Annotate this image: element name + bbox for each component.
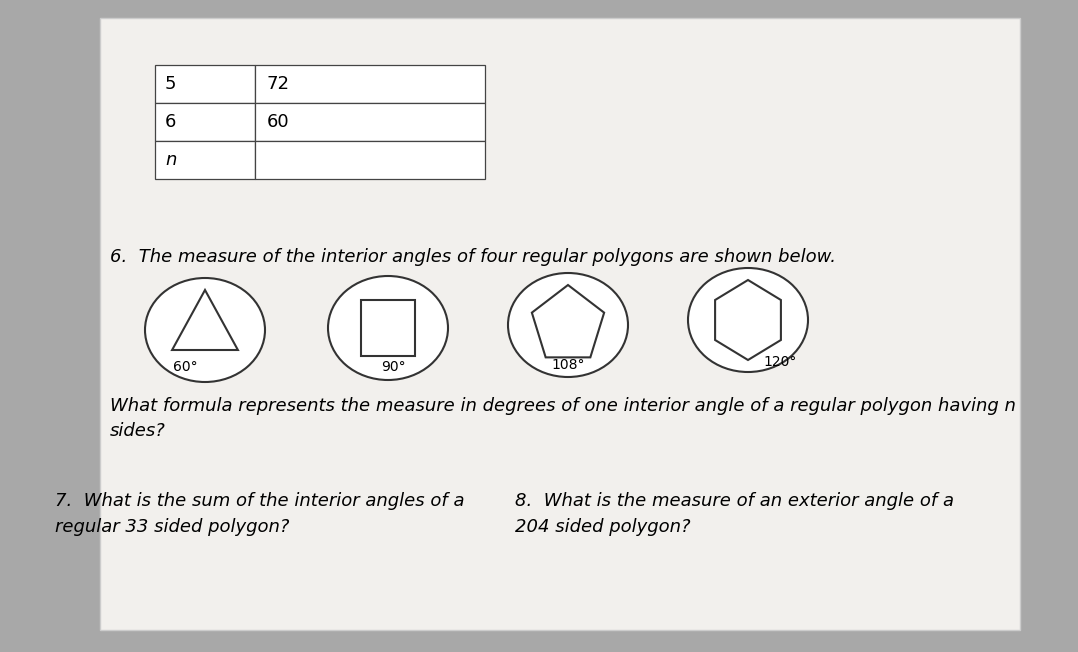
Text: sides?: sides? bbox=[110, 422, 166, 440]
Bar bbox=[155, 141, 255, 179]
Text: 6.  The measure of the interior angles of four regular polygons are shown below.: 6. The measure of the interior angles of… bbox=[110, 248, 837, 266]
Text: n: n bbox=[165, 151, 177, 169]
Text: 120°: 120° bbox=[763, 355, 797, 369]
Text: 60: 60 bbox=[267, 113, 290, 131]
Ellipse shape bbox=[328, 276, 448, 380]
Bar bbox=[155, 103, 255, 141]
Text: What formula represents the measure in degrees of one interior angle of a regula: What formula represents the measure in d… bbox=[110, 397, 1015, 415]
Bar bbox=[255, 141, 485, 179]
Ellipse shape bbox=[146, 278, 265, 382]
Text: 72: 72 bbox=[267, 75, 290, 93]
Bar bbox=[255, 65, 485, 103]
Ellipse shape bbox=[688, 268, 808, 372]
Text: 204 sided polygon?: 204 sided polygon? bbox=[515, 518, 691, 536]
Text: 90°: 90° bbox=[381, 360, 405, 374]
Bar bbox=[155, 65, 255, 103]
Text: 7.  What is the sum of the interior angles of a: 7. What is the sum of the interior angle… bbox=[55, 492, 465, 510]
Text: 8.  What is the measure of an exterior angle of a: 8. What is the measure of an exterior an… bbox=[515, 492, 954, 510]
Text: 5: 5 bbox=[165, 75, 177, 93]
Ellipse shape bbox=[508, 273, 628, 377]
Bar bbox=[255, 103, 485, 141]
Text: 6: 6 bbox=[165, 113, 177, 131]
Text: 108°: 108° bbox=[551, 358, 584, 372]
Text: 60°: 60° bbox=[172, 360, 197, 374]
Bar bbox=[100, 18, 1020, 630]
Text: regular 33 sided polygon?: regular 33 sided polygon? bbox=[55, 518, 289, 536]
